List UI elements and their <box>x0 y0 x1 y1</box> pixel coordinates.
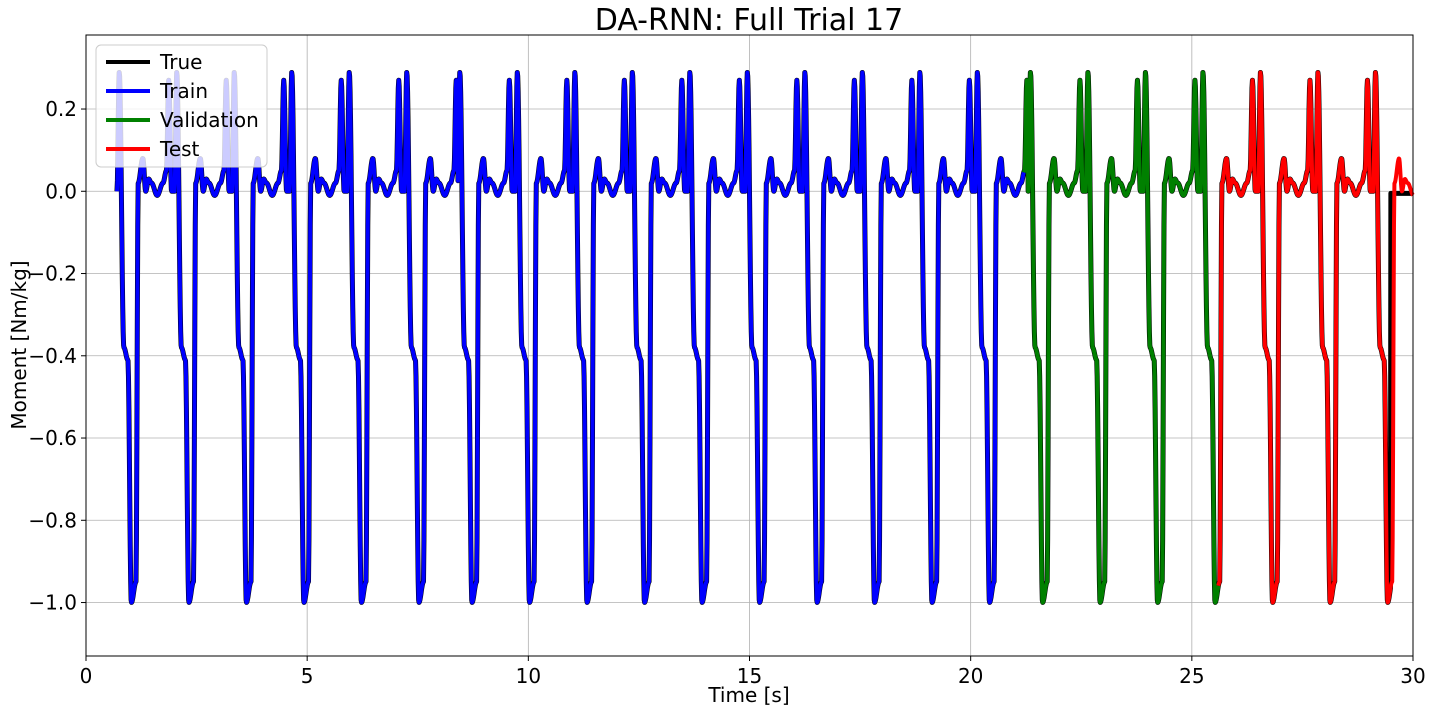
x-tick-label: 0 <box>80 664 93 688</box>
legend: True Train Validation Test <box>95 44 268 168</box>
y-tick-label: −0.6 <box>28 426 77 450</box>
x-axis-label: Time [s] <box>707 683 789 707</box>
x-tick-label: 10 <box>516 664 541 688</box>
y-tick-label: −1.0 <box>28 591 77 615</box>
series-line-train <box>114 70 1026 605</box>
series-line-test <box>1216 70 1415 605</box>
y-tick-label: −0.2 <box>28 262 77 286</box>
legend-label-validation: Validation <box>160 108 259 132</box>
x-tick-label: 15 <box>737 664 762 688</box>
plot-series <box>114 69 1416 605</box>
y-axis-ticks: 0.2 0.0 −0.2 −0.4 −0.6 −0.8 −1.0 <box>28 97 86 615</box>
x-tick-label: 5 <box>301 664 314 688</box>
series-line-validation <box>1021 70 1221 605</box>
legend-label-true: True <box>159 50 202 74</box>
y-tick-label: 0.0 <box>45 179 77 203</box>
y-tick-label: −0.8 <box>28 508 77 532</box>
legend-box <box>95 44 268 168</box>
x-axis-ticks: 0 5 10 15 20 25 30 <box>80 656 1426 688</box>
y-tick-label: 0.2 <box>45 97 77 121</box>
legend-label-train: Train <box>159 79 208 103</box>
x-tick-label: 20 <box>958 664 983 688</box>
x-tick-label: 25 <box>1179 664 1204 688</box>
chart-title: DA-RNN: Full Trial 17 <box>595 3 903 38</box>
legend-label-test: Test <box>159 137 200 161</box>
y-axis-label: Moment [Nm/kg] <box>7 260 31 429</box>
y-tick-label: −0.4 <box>28 344 77 368</box>
x-tick-label: 30 <box>1400 664 1425 688</box>
